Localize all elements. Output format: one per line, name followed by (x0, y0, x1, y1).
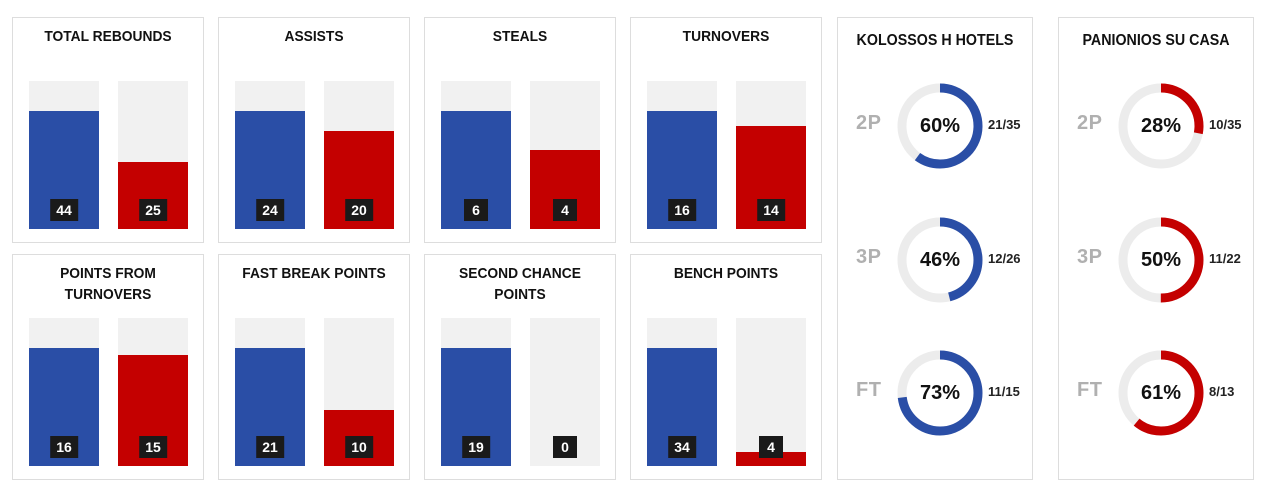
home-value-label: 24 (256, 199, 284, 221)
home-value-label: 16 (668, 199, 696, 221)
ring-progress (1118, 350, 1204, 436)
team-shooting-card-away: PANIONIOS SU CASA 2P 28% 10/35 3P 50% 11… (1058, 17, 1254, 480)
made-attempted: 12/26 (988, 251, 1021, 266)
percentage-value: 46% (919, 248, 961, 271)
ring-progress (897, 83, 983, 169)
stat-card-points-from-turnovers: POINTS FROM TURNOVERS 16 15 (12, 254, 204, 480)
percentage-ring (1118, 350, 1204, 436)
stat-card-fast-break-points: FAST BREAK POINTS 21 10 (218, 254, 410, 480)
stat-title: POINTS FROM TURNOVERS (60, 265, 156, 303)
away-bar-track: 4 (530, 81, 600, 229)
shot-type-label: FT (1077, 379, 1103, 401)
home-bar-track: 24 (235, 81, 305, 229)
away-bar-track: 14 (736, 81, 806, 229)
percentage-value: 73% (919, 381, 961, 404)
made-attempted: 21/35 (988, 117, 1021, 132)
team-name: PANIONIOS SU CASA (1082, 32, 1230, 49)
percentage-ring (897, 217, 983, 303)
stat-card-turnovers: TURNOVERS 16 14 (630, 17, 822, 243)
stat-title: SECOND CHANCE POINTS (459, 265, 581, 303)
away-bar-track: 0 (530, 318, 600, 466)
home-value-label: 44 (50, 199, 78, 221)
shooting-row-3p: 3P 50% 11/22 (1059, 210, 1253, 310)
shot-type-label: 2P (1077, 112, 1103, 134)
ring-progress (897, 217, 983, 303)
stat-title: FAST BREAK POINTS (242, 265, 386, 282)
stat-card-bench-points: BENCH POINTS 34 4 (630, 254, 822, 480)
stat-card-second-chance-points: SECOND CHANCE POINTS 19 0 (424, 254, 616, 480)
stat-title: TOTAL REBOUNDS (44, 28, 172, 45)
home-value-label: 6 (464, 199, 488, 221)
home-bar-track: 16 (29, 318, 99, 466)
away-value-label: 25 (139, 199, 167, 221)
away-bar-track: 4 (736, 318, 806, 466)
home-bar-track: 44 (29, 81, 99, 229)
ring-progress (1118, 217, 1204, 303)
made-attempted: 11/22 (1209, 251, 1241, 266)
stat-card-steals: STEALS 6 4 (424, 17, 616, 243)
away-value-label: 14 (757, 199, 785, 221)
home-value-label: 19 (462, 436, 490, 458)
shooting-row-ft: FT 73% 11/15 (838, 343, 1032, 443)
shooting-row-ft: FT 61% 8/13 (1059, 343, 1253, 443)
away-bar-track: 20 (324, 81, 394, 229)
shot-type-label: 2P (856, 112, 882, 134)
shot-type-label: FT (856, 379, 882, 401)
made-attempted: 8/13 (1209, 384, 1235, 399)
away-value-label: 15 (139, 436, 167, 458)
home-bar-track: 19 (441, 318, 511, 466)
percentage-ring (1118, 83, 1204, 169)
home-bar-track: 6 (441, 81, 511, 229)
stat-title: ASSISTS (284, 28, 344, 45)
home-value-label: 16 (50, 436, 78, 458)
away-bar-track: 10 (324, 318, 394, 466)
percentage-value: 50% (1140, 248, 1182, 271)
percentage-value: 60% (919, 114, 961, 137)
percentage-value: 28% (1140, 114, 1182, 137)
ring-progress (1118, 83, 1204, 169)
shooting-row-2p: 2P 60% 21/35 (838, 76, 1032, 176)
away-value-label: 4 (553, 199, 577, 221)
shooting-row-2p: 2P 28% 10/35 (1059, 76, 1253, 176)
stat-card-assists: ASSISTS 24 20 (218, 17, 410, 243)
away-bar (736, 452, 806, 466)
away-value-label: 4 (759, 436, 783, 458)
home-value-label: 21 (256, 436, 284, 458)
stat-title: STEALS (492, 28, 548, 45)
away-bar-track: 15 (118, 318, 188, 466)
percentage-value: 61% (1140, 381, 1182, 404)
away-value-label: 0 (553, 436, 577, 458)
away-value-label: 10 (345, 436, 373, 458)
home-bar-track: 16 (647, 81, 717, 229)
home-value-label: 34 (668, 436, 696, 458)
percentage-ring (1118, 217, 1204, 303)
stat-title: TURNOVERS (682, 28, 770, 45)
stat-title: BENCH POINTS (673, 265, 779, 282)
made-attempted: 10/35 (1209, 117, 1242, 132)
shooting-row-3p: 3P 46% 12/26 (838, 210, 1032, 310)
stat-card-total-rebounds: TOTAL REBOUNDS 44 25 (12, 17, 204, 243)
team-name: KOLOSSOS H HOTELS (856, 32, 1014, 49)
percentage-ring (897, 83, 983, 169)
home-bar-track: 34 (647, 318, 717, 466)
home-bar-track: 21 (235, 318, 305, 466)
shot-type-label: 3P (856, 246, 882, 268)
away-value-label: 20 (345, 199, 373, 221)
team-shooting-card-home: KOLOSSOS H HOTELS 2P 60% 21/35 3P 46% 12… (837, 17, 1033, 480)
away-bar-track: 25 (118, 81, 188, 229)
made-attempted: 11/15 (988, 384, 1020, 399)
percentage-ring (897, 350, 983, 436)
ring-progress (897, 350, 983, 436)
shot-type-label: 3P (1077, 246, 1103, 268)
